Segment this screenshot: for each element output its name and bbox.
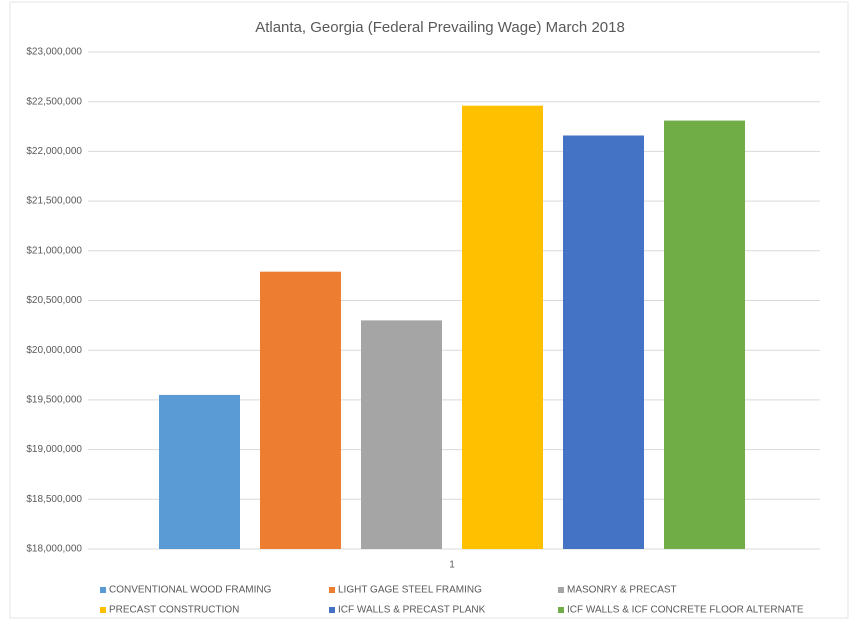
legend-swatch (329, 587, 335, 593)
legend-swatch (100, 607, 106, 613)
legend-swatch (558, 587, 564, 593)
chart-border (9, 1, 849, 619)
x-tick-label: 1 (449, 560, 455, 571)
y-tick-label: $22,500,000 (26, 96, 82, 107)
bar (361, 320, 442, 549)
bar (260, 271, 341, 549)
y-tick-label: $20,000,000 (26, 345, 82, 356)
y-tick-label: $19,500,000 (26, 395, 82, 406)
y-tick-label: $20,500,000 (26, 295, 82, 306)
legend-swatch (329, 607, 335, 613)
y-tick-label: $19,000,000 (26, 444, 82, 455)
bar (664, 120, 745, 549)
y-tick-label: $21,000,000 (26, 245, 82, 256)
y-tick-label: $21,500,000 (26, 196, 82, 207)
y-tick-label: $18,000,000 (26, 544, 82, 555)
legend-swatch (558, 607, 564, 613)
bar (563, 135, 644, 549)
y-tick-label: $22,000,000 (26, 146, 82, 157)
y-tick-label: $18,500,000 (26, 494, 82, 505)
legend-label: MASONRY & PRECAST (567, 585, 677, 596)
legend-label: PRECAST CONSTRUCTION (109, 605, 239, 616)
y-tick-label: $23,000,000 (26, 47, 82, 58)
legend-label: CONVENTIONAL WOOD FRAMING (109, 585, 272, 596)
legend-label: ICF WALLS & PRECAST PLANK (338, 605, 486, 616)
legend-label: LIGHT GAGE STEEL FRAMING (338, 585, 482, 596)
legend-swatch (100, 587, 106, 593)
bar (159, 394, 240, 549)
legend-label: ICF WALLS & ICF CONCRETE FLOOR ALTERNATE (567, 605, 804, 616)
bar (462, 105, 543, 550)
chart-title: Atlanta, Georgia (Federal Prevailing Wag… (255, 19, 625, 36)
